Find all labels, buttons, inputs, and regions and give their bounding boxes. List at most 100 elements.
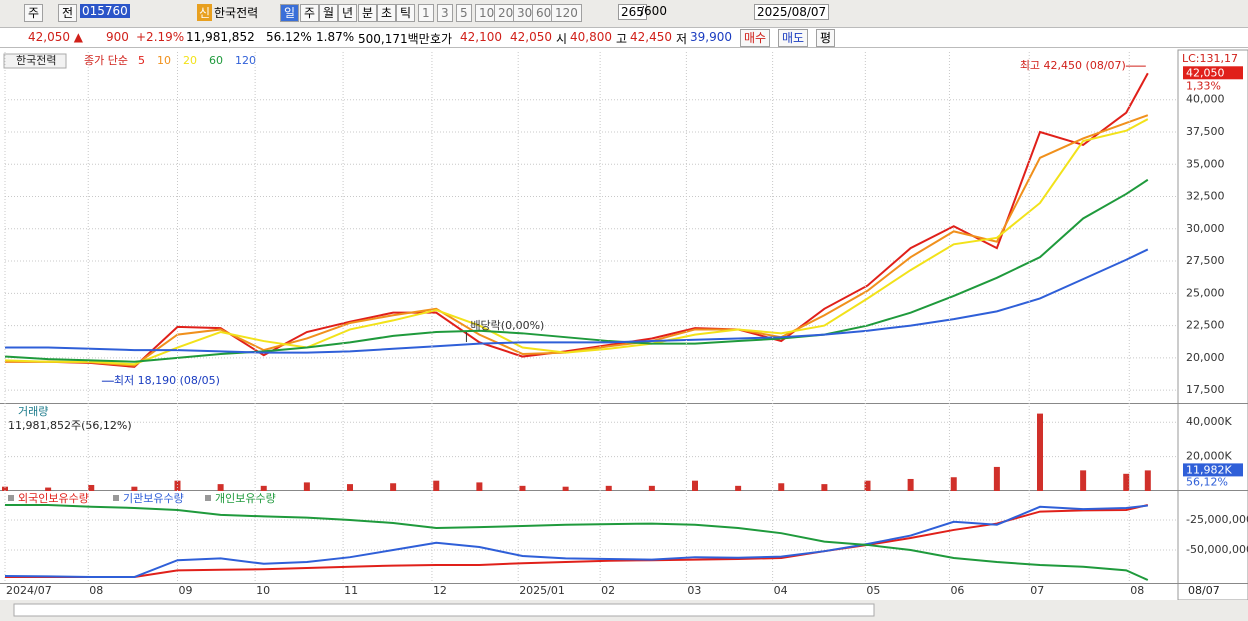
btn[interactable]: 틱 (396, 4, 416, 22)
x-tick-label: 05 (866, 584, 880, 597)
quote: 호가 (430, 32, 453, 46)
y-tick-label: 20,000 (1186, 351, 1225, 364)
x-last-label: 08/07 (1188, 584, 1220, 597)
volume-bar (821, 484, 828, 491)
volume-bar (45, 487, 52, 491)
volume-bar (174, 480, 181, 491)
sell-btn[interactable]: 매도 (778, 29, 809, 47)
x-tick-label: 12 (433, 584, 447, 597)
series-line (4, 178, 1149, 363)
volume-bar (950, 477, 957, 491)
btn[interactable]: 주 (24, 4, 44, 22)
y-tick-label: 32,500 (1186, 190, 1225, 203)
volume-bar (1123, 473, 1130, 491)
volume-bar (864, 480, 871, 491)
x-tick-label: 08 (1130, 584, 1144, 597)
btn[interactable]: 분 (358, 4, 378, 22)
legend-entry: 20 (183, 54, 197, 67)
btn[interactable]: 년 (338, 4, 358, 22)
y-tick-label: 17,500 (1186, 383, 1225, 396)
legend-entry: 개인보유수량 (215, 492, 276, 505)
btn[interactable]: 30 (513, 4, 537, 22)
y-tick-label: 40,000 (1186, 93, 1225, 106)
y-tick-label: -25,000,000 (1186, 513, 1248, 526)
btn[interactable]: 일 (280, 4, 300, 22)
legend-entry: 120 (235, 54, 256, 67)
volume-bar (1080, 470, 1087, 491)
stock-name: 한국전력 (214, 6, 259, 20)
volume-bar (562, 486, 569, 491)
btn[interactable]: 5 (456, 4, 472, 22)
annotation: 최저 18,190 (08/05) (114, 374, 220, 387)
volume-bar (88, 484, 95, 491)
btn[interactable]: 초 (377, 4, 397, 22)
scroll-track[interactable] (13, 603, 875, 617)
legend-entry: 5 (138, 54, 145, 67)
quote: +2.19% (136, 30, 185, 44)
x-tick-label: 11 (344, 584, 358, 597)
y-tick-label: 35,000 (1186, 157, 1225, 170)
badge: 신 (197, 4, 213, 21)
quote: 39,900 (690, 30, 732, 44)
quote: 1.87% (316, 30, 355, 44)
legend-entry: 60 (209, 54, 223, 67)
code-input[interactable]: 015760 (80, 4, 130, 18)
quote: 42,050 ▲ (28, 30, 84, 44)
quote: 42,050 (510, 30, 552, 44)
background (0, 50, 1248, 600)
series-line (5, 248, 1149, 354)
volume-bar (476, 482, 483, 491)
btn[interactable]: 20 (494, 4, 518, 22)
x-tick-label: 2024/07 (6, 584, 52, 597)
y-tick-label: 25,000 (1186, 286, 1225, 299)
count[interactable]: 265 (618, 4, 647, 20)
btn[interactable]: 전 (58, 4, 78, 22)
btn[interactable]: 평 (816, 29, 836, 47)
y-tick-label: 40,000K (1186, 415, 1232, 428)
last-pct: 56,12% (1186, 475, 1228, 488)
quote: 고 (616, 32, 628, 46)
x-tick-label: 10 (256, 584, 270, 597)
btn[interactable]: 월 (319, 4, 339, 22)
change-label: 1,33% (1186, 79, 1221, 92)
volume-bar (648, 485, 655, 491)
quote: 900 (106, 30, 129, 44)
volume-bar (907, 478, 914, 491)
series-line (4, 118, 1149, 366)
volume-bar (778, 483, 785, 491)
y-tick-label: 22,500 (1186, 319, 1225, 332)
quote: 42,450 (630, 30, 672, 44)
volume-bar (519, 485, 526, 491)
volume-bar (347, 484, 353, 491)
btn[interactable]: 120 (551, 4, 582, 22)
volume-bar (692, 480, 698, 491)
btn[interactable]: 1 (418, 4, 434, 22)
volume-bar (2, 486, 8, 491)
x-tick-label: 09 (179, 584, 193, 597)
legend-box (3, 53, 67, 69)
btn[interactable]: 3 (437, 4, 453, 22)
legend-swatch (205, 495, 211, 501)
volume-title: 거래량 (18, 405, 48, 418)
x-tick-label: 06 (950, 584, 964, 597)
volume-bar (993, 466, 1000, 491)
volume-bar (131, 486, 138, 491)
quote: 40,800 (570, 30, 612, 44)
y-tick-label: 20,000K (1186, 450, 1232, 463)
volume-bar (217, 484, 224, 491)
btn[interactable]: 주 (300, 4, 320, 22)
x-tick-label: 2025/01 (519, 584, 565, 597)
legend-entry: 외국인보유수량 (18, 492, 89, 505)
volume-bar (605, 485, 612, 491)
last-box (1183, 463, 1243, 477)
x-tick-label: 04 (774, 584, 788, 597)
volume-bar (390, 483, 397, 491)
quote: 저 (676, 32, 688, 46)
quote-bar: 42,050 ▲ 900 +2.19% 11,981,852 56.12% 1.… (0, 28, 1248, 48)
legend-entry: 기관보유수량 (123, 492, 184, 505)
quote: 42,100 (460, 30, 502, 44)
date-input[interactable]: 2025/08/07 (754, 4, 830, 20)
buy-btn[interactable]: 매수 (740, 29, 771, 47)
y-tick-label: 27,500 (1186, 254, 1225, 267)
